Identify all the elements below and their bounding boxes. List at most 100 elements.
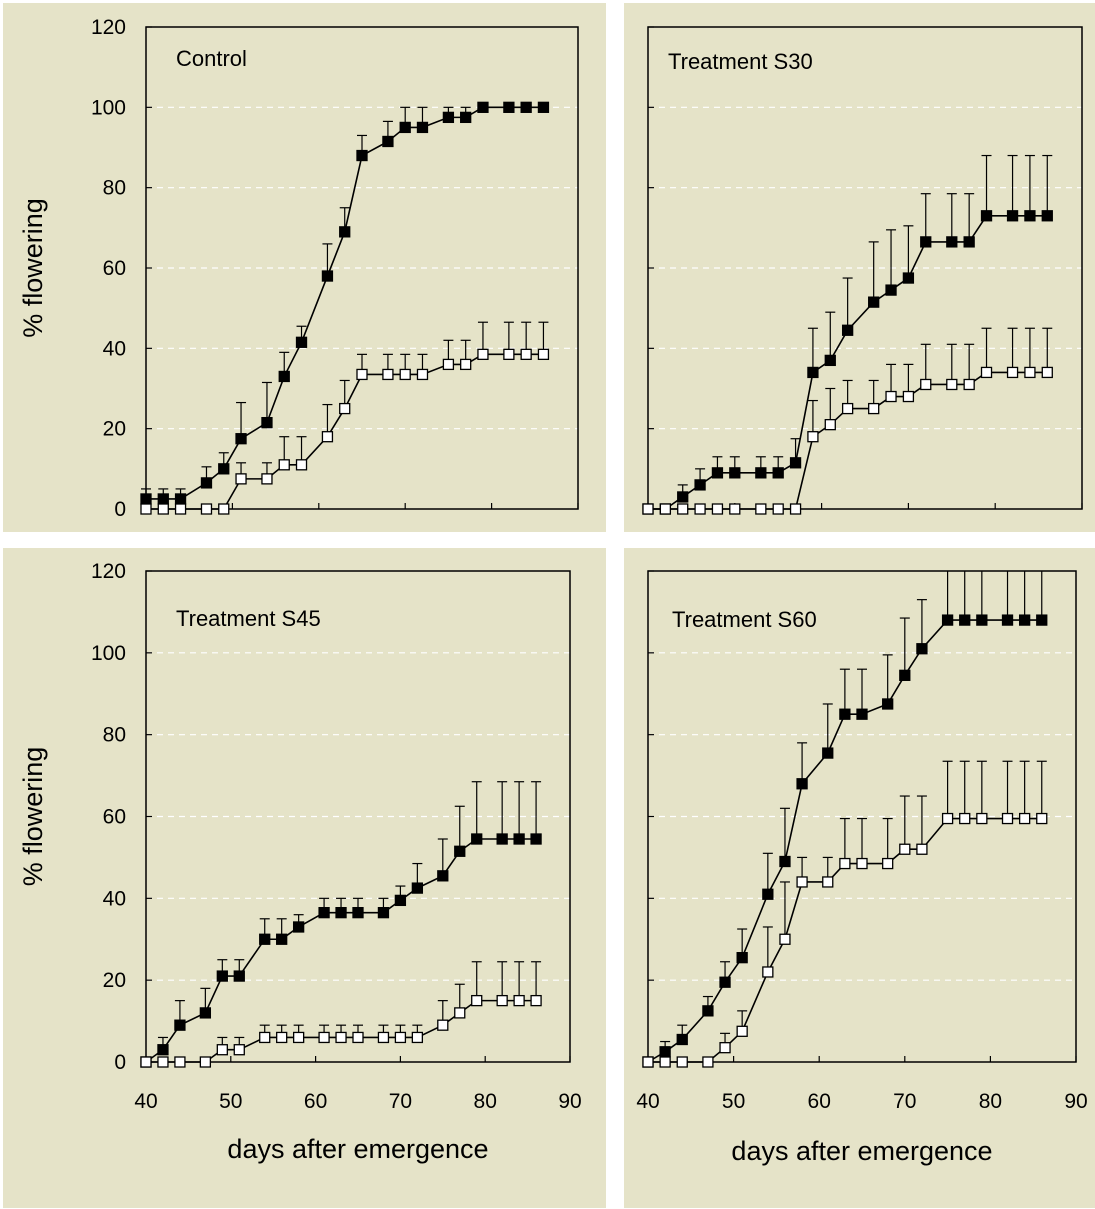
data-point-open-series-p3 [976,812,988,825]
data-point-filled-series-p0 [339,226,351,238]
x-tick-label-p2: 60 [304,1090,327,1113]
data-point-open-series-p0 [321,431,334,443]
data-point-open-series-p3 [719,1042,731,1054]
data-point-open-series-p0 [442,358,455,371]
x-axis-label-p2: days after emergence [227,1134,488,1164]
data-point-filled-series-p3 [941,614,954,626]
data-point-filled-series-p3 [822,747,834,759]
data-point-filled-series-p0 [261,416,273,429]
data-point-open-series-p3 [676,1056,688,1068]
data-point-filled-series-p0 [442,111,455,124]
data-point-filled-series-p1 [694,479,706,491]
x-tick-label-p2: 40 [134,1090,157,1113]
y-tick-label-p2: 40 [103,887,126,910]
data-point-open-series-p1 [946,378,958,391]
data-point-filled-series-p3 [899,669,911,681]
data-point-filled-series-p2 [454,845,466,857]
x-tick-label-p3: 50 [722,1090,745,1113]
data-point-filled-series-p0 [278,370,290,383]
data-point-open-series-p0 [399,368,411,381]
data-point-filled-series-p2 [530,833,542,845]
y-tick-label-p0: 20 [103,418,126,441]
data-point-open-series-p0 [503,348,515,361]
data-point-open-series-p0 [174,503,187,515]
data-point-open-series-p1 [1006,366,1019,379]
data-point-open-series-p0 [460,358,472,371]
data-point-filled-series-p3 [702,1005,714,1017]
data-point-open-series-p0 [356,368,368,381]
data-point-open-series-p1 [885,390,897,403]
x-tick-label-p3: 90 [1064,1090,1087,1113]
data-point-open-series-p2 [276,1031,288,1044]
data-point-filled-series-p1 [772,467,784,479]
data-point-open-series-p0 [537,348,550,361]
data-point-filled-series-p2 [292,921,305,933]
data-point-filled-series-p3 [796,778,808,790]
data-point-filled-series-p2 [318,907,330,919]
data-point-filled-series-p0 [520,101,532,113]
data-point-open-series-p3 [736,1025,748,1037]
data-point-open-series-p3 [762,966,774,978]
plot-frame-p2 [145,570,571,1063]
data-point-open-series-p2 [513,994,525,1007]
data-point-filled-series-p1 [868,296,880,308]
data-point-open-series-p1 [963,378,975,391]
data-point-filled-series-p2 [174,1019,186,1031]
data-point-open-series-p3 [856,857,868,870]
data-point-filled-series-p1 [963,236,975,248]
data-point-open-series-p1 [868,402,880,415]
data-point-open-series-p1 [772,503,784,515]
data-point-open-series-p1 [677,503,689,515]
plot-frame-p3 [647,570,1077,1063]
data-point-open-series-p2 [259,1031,271,1044]
data-point-filled-series-p0 [416,121,429,134]
data-point-filled-series-p3 [779,855,791,868]
y-axis-label-p2: % flowering [18,747,48,887]
data-point-open-series-p2 [530,994,542,1007]
data-point-filled-series-p1 [885,284,897,296]
data-point-open-series-p2 [174,1056,186,1068]
data-point-filled-series-p2 [199,1007,212,1019]
plot-frame-p0 [145,26,579,510]
data-point-filled-series-p1 [677,491,689,503]
data-point-open-series-p3 [941,812,954,825]
data-point-open-series-p0 [200,503,213,515]
data-point-filled-series-p3 [976,614,988,626]
data-point-open-series-p2 [352,1031,364,1044]
data-point-open-series-p0 [140,503,152,515]
data-point-open-series-p2 [437,1019,449,1031]
data-point-filled-series-p1 [824,354,836,367]
x-tick-label-p3: 60 [808,1090,831,1113]
data-point-filled-series-p0 [295,336,308,348]
y-tick-label-p0: 0 [114,498,126,521]
x-tick-label-p3: 40 [636,1090,659,1113]
data-point-filled-series-p3 [1001,614,1014,626]
data-point-filled-series-p0 [477,101,489,113]
data-point-open-series-p3 [659,1056,671,1068]
data-point-open-series-p3 [1018,812,1031,825]
data-point-open-series-p3 [916,843,928,855]
data-point-open-series-p0 [416,368,429,381]
data-point-filled-series-p1 [711,467,724,479]
data-point-filled-series-p3 [959,614,971,626]
data-point-open-series-p2 [377,1031,390,1044]
data-point-open-series-p2 [411,1031,424,1044]
x-tick-label-p2: 90 [558,1090,581,1113]
y-axis-label-p0: % flowering [18,198,48,338]
data-point-filled-series-p2 [276,933,288,945]
y-tick-label-p0: 80 [103,177,126,200]
data-point-open-series-p1 [789,503,802,515]
data-point-filled-series-p0 [140,493,152,505]
y-tick-label-p2: 120 [91,560,126,583]
data-point-filled-series-p1 [920,236,932,248]
y-tick-label-p2: 80 [103,724,126,747]
data-point-filled-series-p1 [841,324,854,336]
data-point-filled-series-p3 [882,698,894,710]
data-point-open-series-p2 [216,1044,228,1056]
series-line-open-series-p1 [648,371,1048,510]
x-tick-label-p2: 70 [389,1090,412,1113]
x-tick-label-p2: 50 [219,1090,242,1113]
data-point-filled-series-p0 [235,433,247,445]
y-tick-label-p2: 0 [114,1051,126,1074]
data-point-filled-series-p1 [902,272,915,284]
